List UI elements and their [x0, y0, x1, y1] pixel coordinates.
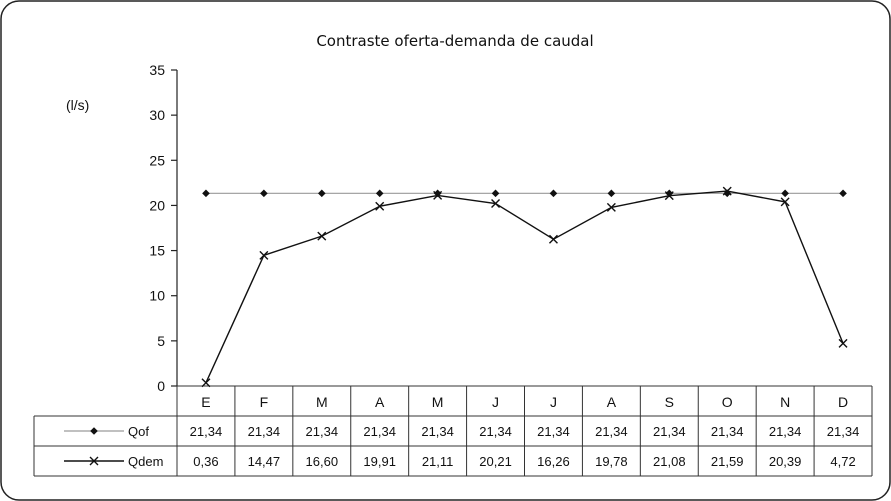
y-tick-label: 35	[149, 62, 165, 78]
x-tick-label: N	[780, 394, 790, 410]
x-tick-label: A	[375, 394, 385, 410]
table-cell-qof: 21,34	[479, 424, 512, 439]
data-point	[202, 189, 210, 198]
legend-label-qof: Qof	[128, 424, 149, 439]
legend-label-qdem: Qdem	[128, 454, 163, 469]
table-cell-qof: 21,34	[827, 424, 860, 439]
data-point	[549, 189, 558, 198]
table-cell-qdem: 19,78	[595, 454, 628, 469]
table-cell-qdem: 16,60	[306, 454, 339, 469]
chart-title: Contraste oferta-demanda de caudal	[316, 32, 593, 50]
table-cell-qdem: 21,11	[422, 454, 454, 469]
x-tick-label: E	[201, 394, 210, 410]
y-axis-label: (l/s)	[66, 97, 89, 113]
table-cell-qof: 21,34	[190, 424, 223, 439]
axes: 0 5 10 15 20 25 30 35	[149, 62, 178, 394]
data-point	[781, 189, 789, 198]
y-tick-label: 15	[149, 243, 165, 259]
table-cell-qof: 21,34	[769, 424, 802, 439]
data-point	[838, 338, 848, 348]
x-tick-label: A	[607, 394, 617, 410]
x-tick-label: S	[665, 394, 674, 410]
table-cell-qof: 21,34	[595, 424, 628, 439]
data-point	[664, 191, 674, 201]
data-point	[90, 427, 98, 435]
data-point	[722, 186, 732, 196]
data-table: E F M A M J J A S O N D Qof 21,34 21,34 21,34 21,34 21,34…	[33, 385, 873, 477]
data-point	[201, 378, 211, 388]
table-cell-qdem: 20,21	[479, 454, 512, 469]
data-point	[491, 189, 500, 198]
table-cell-qof: 21,34	[248, 424, 281, 439]
table-cell-qof: 21,34	[537, 424, 570, 439]
data-point	[491, 199, 501, 209]
table-cell-qdem: 19,91	[363, 454, 396, 469]
table-cell-qdem: 21,08	[653, 454, 686, 469]
y-tick-label: 30	[149, 107, 165, 123]
x-tick-label: J	[550, 394, 557, 410]
data-point	[375, 201, 385, 211]
plot-area	[201, 186, 848, 388]
data-point	[607, 189, 616, 198]
table-cell-qof: 21,34	[711, 424, 744, 439]
data-point	[259, 250, 269, 260]
table-cell-qdem: 16,26	[537, 454, 570, 469]
x-tick-label: D	[838, 394, 848, 410]
x-tick-label: M	[316, 394, 328, 410]
table-cell-qdem: 0,36	[193, 454, 218, 469]
data-point	[606, 202, 616, 212]
data-point	[89, 456, 99, 466]
data-point	[317, 189, 326, 198]
data-point	[839, 189, 847, 198]
x-tick-label: M	[432, 394, 444, 410]
table-cell-qdem: 4,72	[830, 454, 855, 469]
data-point	[375, 189, 384, 198]
data-point	[780, 197, 790, 207]
data-point	[433, 190, 443, 200]
data-point	[548, 234, 558, 244]
y-tick-label: 20	[149, 197, 165, 213]
series-line-qdem	[205, 190, 844, 384]
table-cell-qdem: 14,47	[248, 454, 281, 469]
x-tick-label: F	[260, 394, 269, 410]
table-cell-qof: 21,34	[363, 424, 396, 439]
table-cell-qdem: 21,59	[711, 454, 744, 469]
y-tick-label: 0	[157, 378, 165, 394]
x-tick-label: O	[722, 394, 733, 410]
data-point	[260, 189, 268, 198]
y-tick-label: 10	[149, 288, 165, 304]
table-cell-qof: 21,34	[653, 424, 686, 439]
table-cell-qdem: 20,39	[769, 454, 802, 469]
table-cell-qof: 21,34	[306, 424, 339, 439]
table-cell-qof: 21,34	[421, 424, 454, 439]
data-point	[317, 231, 327, 241]
y-tick-label: 5	[157, 333, 165, 349]
x-tick-label: J	[492, 394, 499, 410]
y-tick-label: 25	[149, 152, 165, 168]
